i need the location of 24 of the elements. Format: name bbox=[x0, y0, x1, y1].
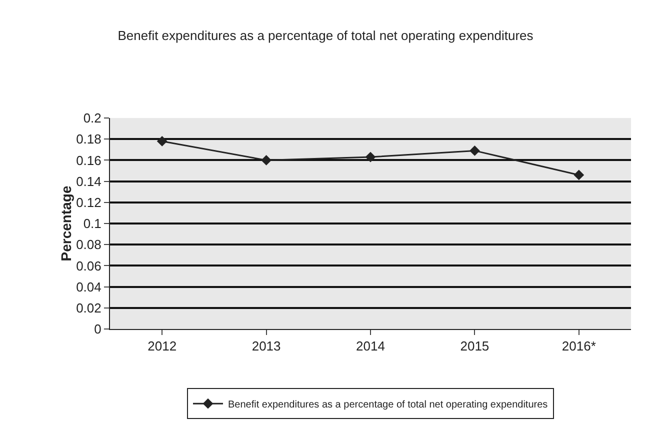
point bbox=[156, 136, 168, 146]
point bbox=[261, 155, 272, 166]
y-tick-label: 0.02 bbox=[76, 300, 102, 316]
y-axis-title: Percentage bbox=[58, 186, 74, 262]
y-tick-label: 0.04 bbox=[76, 279, 102, 294]
y-tick-label: 0.18 bbox=[76, 132, 102, 147]
y-tick-label: 0.14 bbox=[76, 174, 102, 189]
legend-label: Benefit expenditures as a percentage of total net operating expenditures bbox=[228, 399, 548, 410]
x-tick-label: 2014 bbox=[356, 338, 385, 354]
x-tick-label: 2013 bbox=[252, 338, 281, 354]
x-tick-label: 2015 bbox=[460, 338, 490, 354]
point bbox=[470, 146, 480, 156]
y-tick-label: 0.06 bbox=[76, 258, 102, 274]
y-tick-label: 0.1 bbox=[83, 216, 102, 232]
y-tick-label: 0.16 bbox=[76, 152, 102, 168]
y-tick-label: 0 bbox=[94, 322, 102, 337]
x-tick-label: 2012 bbox=[148, 338, 177, 354]
chart-title: Benefit expenditures as a percentage of total net operating expenditures bbox=[118, 28, 534, 43]
x-tick-label: 2016* bbox=[562, 338, 596, 354]
y-tick-label: 0.08 bbox=[76, 237, 102, 252]
y-tick-label: 0.2 bbox=[83, 110, 102, 126]
point bbox=[574, 170, 584, 180]
point bbox=[365, 152, 376, 162]
y-tick-label: 0.12 bbox=[76, 194, 102, 210]
